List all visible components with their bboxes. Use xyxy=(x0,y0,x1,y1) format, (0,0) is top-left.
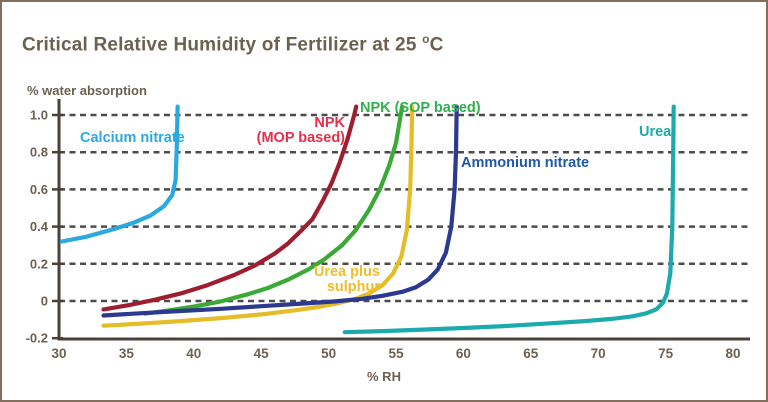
curve-npk-mop-based xyxy=(101,104,359,312)
label-ammonium-nitrate: Ammonium nitrate xyxy=(461,155,589,171)
x-tick-label: 75 xyxy=(658,346,674,361)
x-axis-ticks: 30 35 40 45 50 55 60 65 70 75 80 xyxy=(51,346,740,361)
label-urea-plus-sulphur-line2: sulphur xyxy=(327,279,381,295)
y-tick-label: -0.2 xyxy=(26,331,48,346)
y-tick-label: 0.2 xyxy=(30,256,48,271)
curve-urea xyxy=(342,104,676,335)
data-curves xyxy=(59,104,676,335)
y-tick-label: 0 xyxy=(41,294,48,309)
x-tick-label: 40 xyxy=(186,346,201,361)
y-axis-ticks: 1.0 0.8 0.6 0.4 0.2 0 -0.2 xyxy=(26,108,63,346)
chart-title-degree-symbol: o xyxy=(422,32,430,46)
curve-npk-sop-based xyxy=(143,104,405,316)
x-tick-label: 80 xyxy=(725,346,740,361)
chart-title-text: Critical Relative Humidity of Fertilizer… xyxy=(22,34,423,56)
chart-title-unit: C xyxy=(429,34,444,56)
x-tick-label: 70 xyxy=(591,346,606,361)
label-calcium-nitrate: Calcium nitrate xyxy=(80,130,185,146)
label-npk-sop: NPK (SOP based) xyxy=(360,100,481,116)
label-npk-mop-line2: (MOP based) xyxy=(257,130,346,146)
y-axis-title: % water absorption xyxy=(27,83,147,98)
x-tick-label: 45 xyxy=(254,346,270,361)
label-npk-mop-line1: NPK xyxy=(314,115,345,131)
y-tick-label: 0.8 xyxy=(30,145,48,160)
x-tick-label: 60 xyxy=(456,346,471,361)
x-tick-label: 55 xyxy=(388,346,404,361)
x-axis-title: % RH xyxy=(367,369,401,384)
y-tick-label: 0.4 xyxy=(30,219,49,234)
y-tick-label: 0.6 xyxy=(30,182,48,197)
curve-ammonium-nitrate xyxy=(101,104,459,318)
chart-title: Critical Relative Humidity of Fertilizer… xyxy=(22,32,444,56)
x-tick-label: 50 xyxy=(321,346,336,361)
x-tick-label: 35 xyxy=(119,346,135,361)
x-tick-label: 65 xyxy=(523,346,539,361)
label-urea-plus-sulphur-line1: Urea plus xyxy=(314,264,380,280)
curve-calcium-nitrate xyxy=(59,104,180,244)
x-tick-label: 30 xyxy=(51,346,66,361)
y-tick-label: 1.0 xyxy=(30,108,48,123)
label-urea: Urea xyxy=(639,124,672,140)
